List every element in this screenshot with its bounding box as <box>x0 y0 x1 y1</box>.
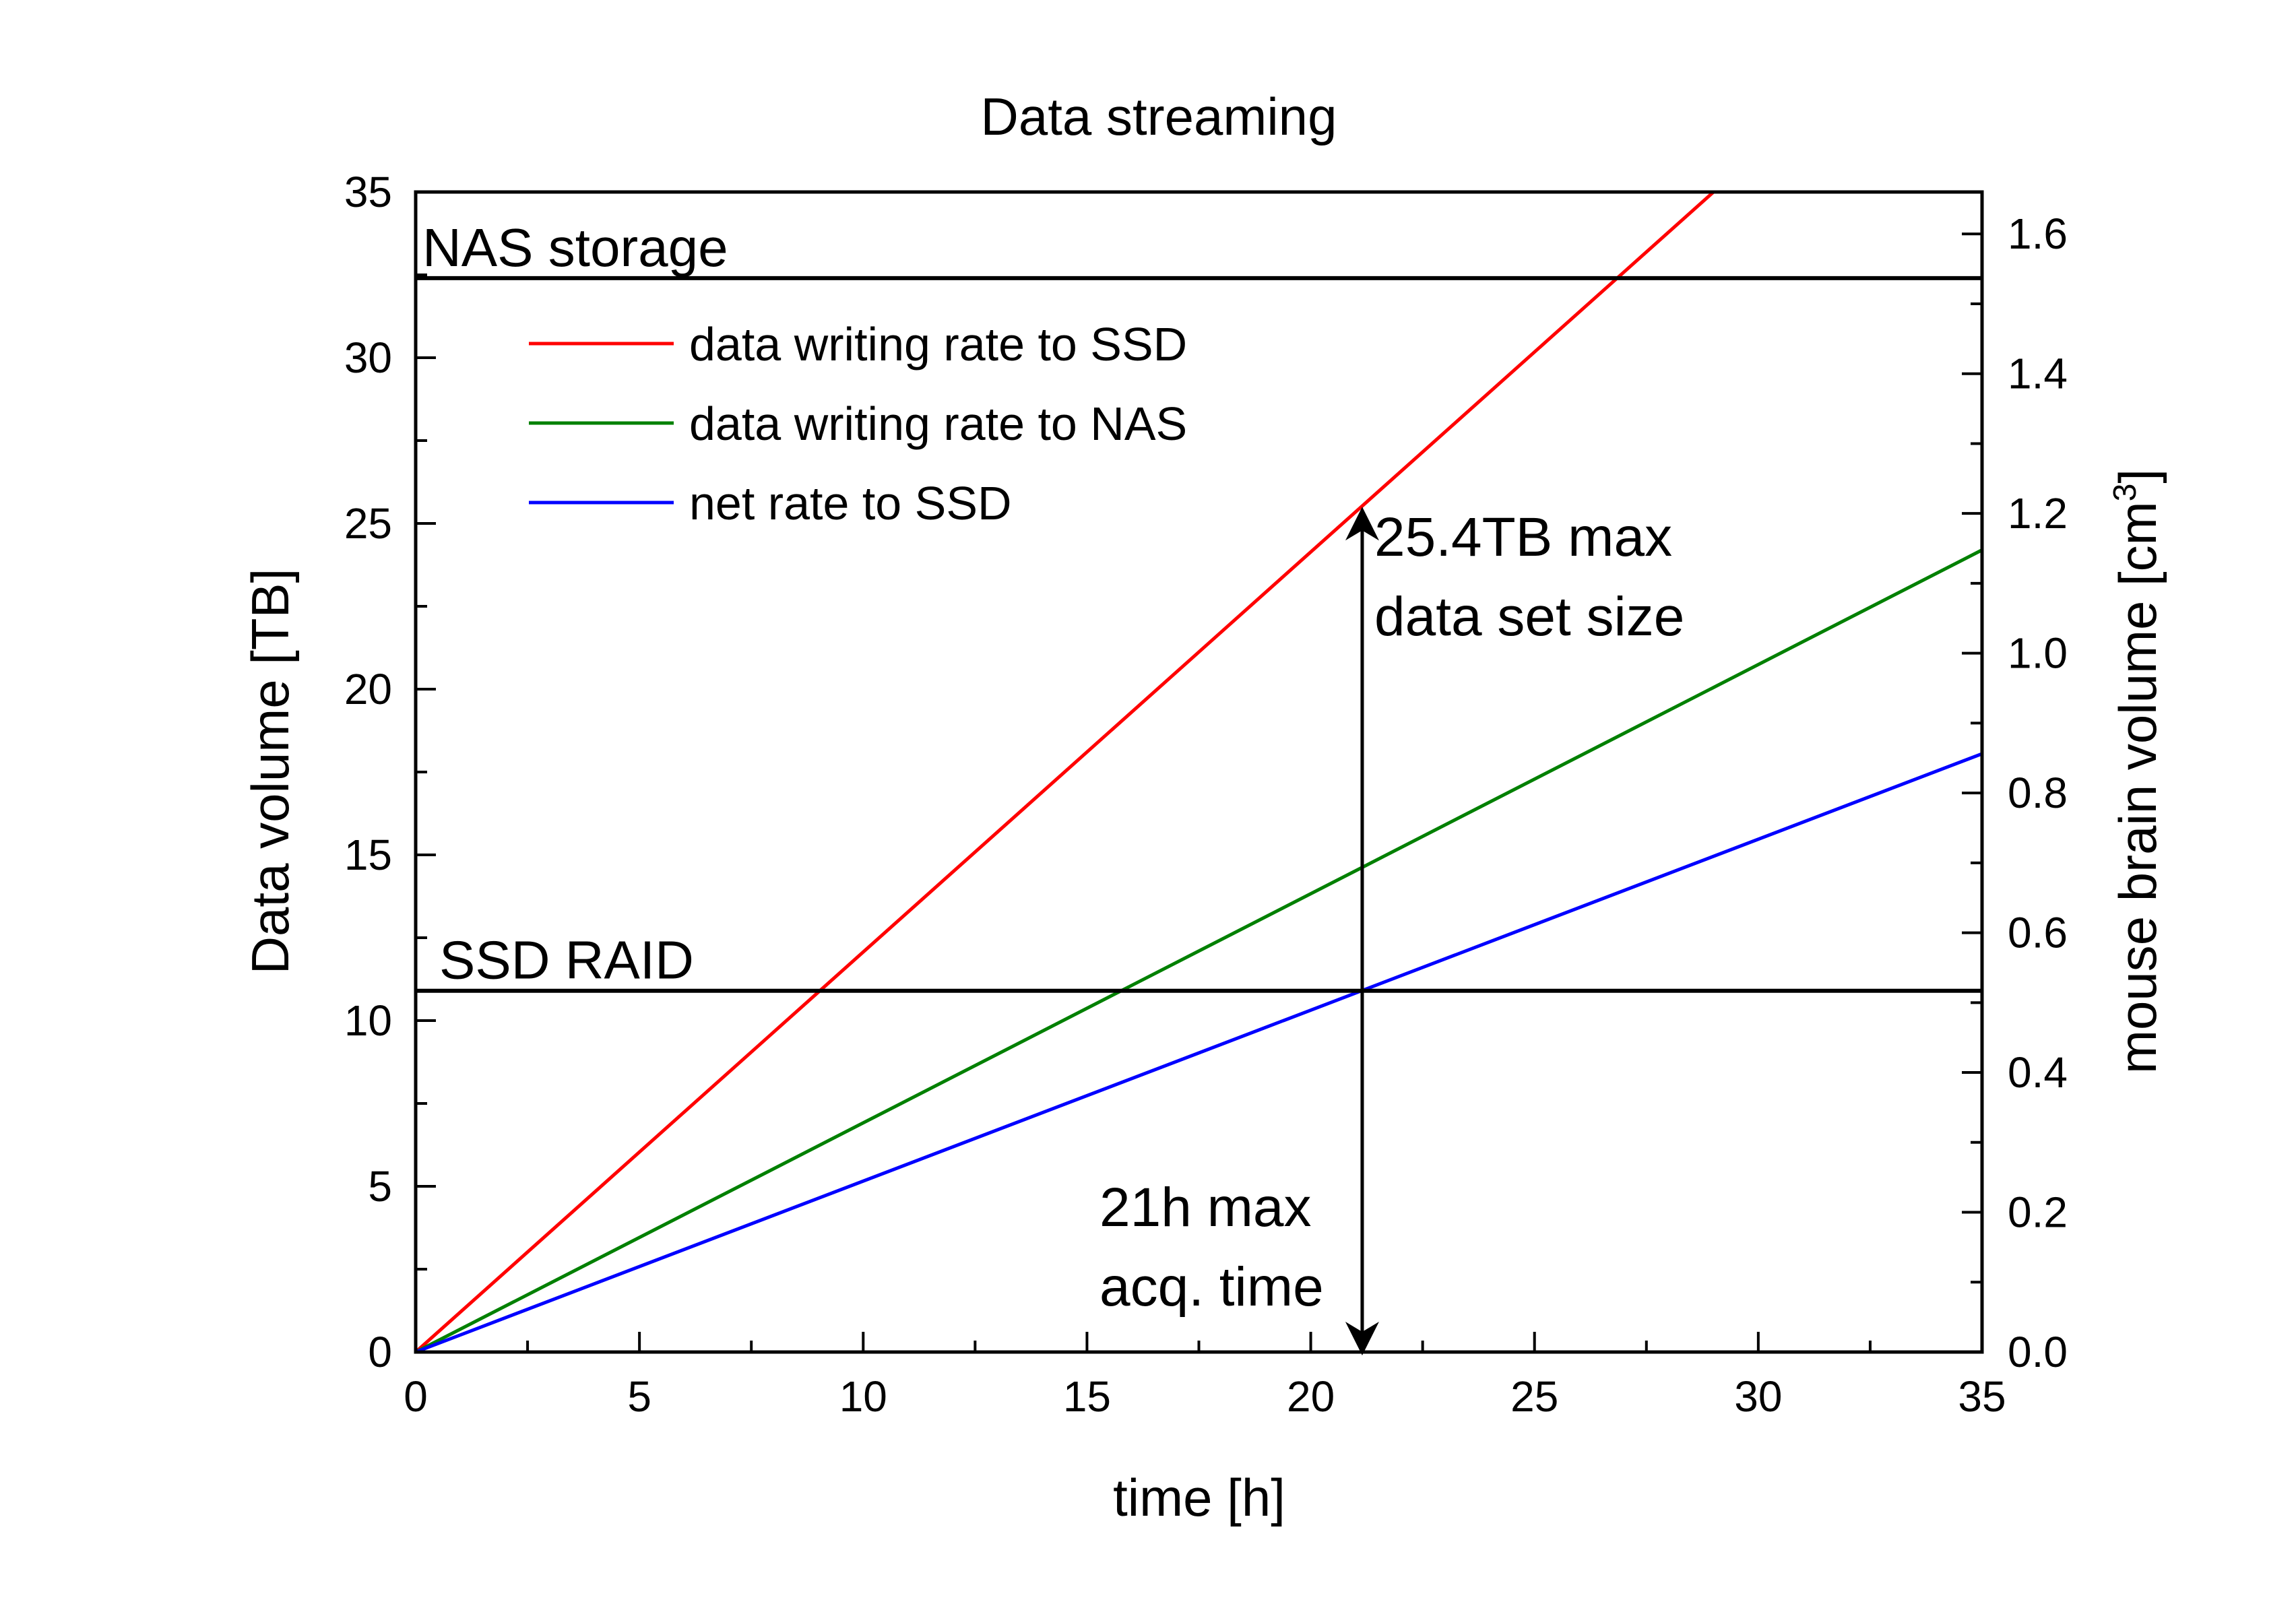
x-tick-label: 30 <box>1734 1372 1782 1421</box>
series-line-1 <box>416 192 1715 1352</box>
y2-tick-label: 1.0 <box>2008 629 2068 678</box>
y-tick-label: 30 <box>344 333 392 382</box>
reference-line-label-2: SSD RAID <box>439 930 694 990</box>
y-tick-label: 0 <box>368 1328 392 1376</box>
y-tick-label: 15 <box>344 831 392 879</box>
legend-label-1: data writing rate to SSD <box>689 318 1187 371</box>
y2-axis-title-superscript: 3 <box>2107 484 2143 502</box>
legend-label-2: data writing rate to NAS <box>689 397 1187 450</box>
reference-line-label-1: NAS storage <box>422 218 728 278</box>
y2-tick-labels: 0.0 0.2 0.4 0.6 0.8 1.0 1.2 1.4 1.6 <box>2008 210 2068 1376</box>
y-tick-labels: 0 5 10 15 20 25 30 35 <box>344 168 392 1376</box>
x-tick-label: 20 <box>1287 1372 1335 1421</box>
y2-tick-label: 0.2 <box>2008 1188 2068 1237</box>
x-tick-label: 0 <box>404 1372 428 1421</box>
legend-label-3: net rate to SSD <box>689 477 1012 529</box>
legend: data writing rate to SSD data writing rat… <box>529 318 1187 529</box>
y2-tick-label: 1.4 <box>2008 350 2068 398</box>
acq-time-line-1: 21h max <box>1099 1177 1312 1238</box>
tick-layer <box>414 191 1983 1353</box>
chart-title: Data streaming <box>981 87 1337 146</box>
y2-axis-title-main: mouse brain volume [cm <box>2108 501 2167 1074</box>
x-tick-label: 5 <box>627 1372 651 1421</box>
y2-tick-label: 1.6 <box>2008 210 2068 258</box>
x-tick-labels: 0 5 10 15 20 25 30 35 <box>404 1372 2006 1421</box>
y2-axis-title-suffix: ] <box>2108 469 2167 484</box>
y2-tick-label: 0.8 <box>2008 769 2068 817</box>
x-tick-label: 10 <box>839 1372 887 1421</box>
reference-lines-layer: NAS storage SSD RAID <box>416 218 1982 993</box>
x-axis-title: time [h] <box>1113 1468 1285 1527</box>
series-line-2 <box>416 548 1982 1352</box>
y-axis-title: Data volume [TB] <box>241 569 300 975</box>
y-tick-label: 20 <box>344 665 392 713</box>
y2-tick-label: 1.2 <box>2008 489 2068 538</box>
y2-tick-label: 0.0 <box>2008 1328 2068 1376</box>
dataset-size-annotation: 25.4TB max data set size <box>1374 507 1688 647</box>
y2-axis-title: mouse brain volume [cm3] <box>2107 469 2167 1074</box>
dataset-size-line-2: data set size <box>1374 586 1684 647</box>
y-tick-label: 35 <box>344 168 392 216</box>
y2-tick-label: 0.4 <box>2008 1048 2068 1097</box>
acq-time-annotation: 21h max acq. time <box>1099 1177 1327 1318</box>
dataset-size-line-1: 25.4TB max <box>1374 507 1672 568</box>
series-line-3 <box>416 752 1982 1352</box>
acq-time-line-2: acq. time <box>1099 1256 1324 1318</box>
x-tick-label: 15 <box>1063 1372 1111 1421</box>
y-tick-label: 25 <box>344 499 392 548</box>
x-tick-label: 25 <box>1510 1372 1558 1421</box>
y2-tick-label: 0.6 <box>2008 909 2068 957</box>
series-layer <box>416 192 1982 1352</box>
y-tick-label: 5 <box>368 1162 392 1211</box>
y-tick-label: 10 <box>344 996 392 1045</box>
x-tick-label: 35 <box>1958 1372 2006 1421</box>
